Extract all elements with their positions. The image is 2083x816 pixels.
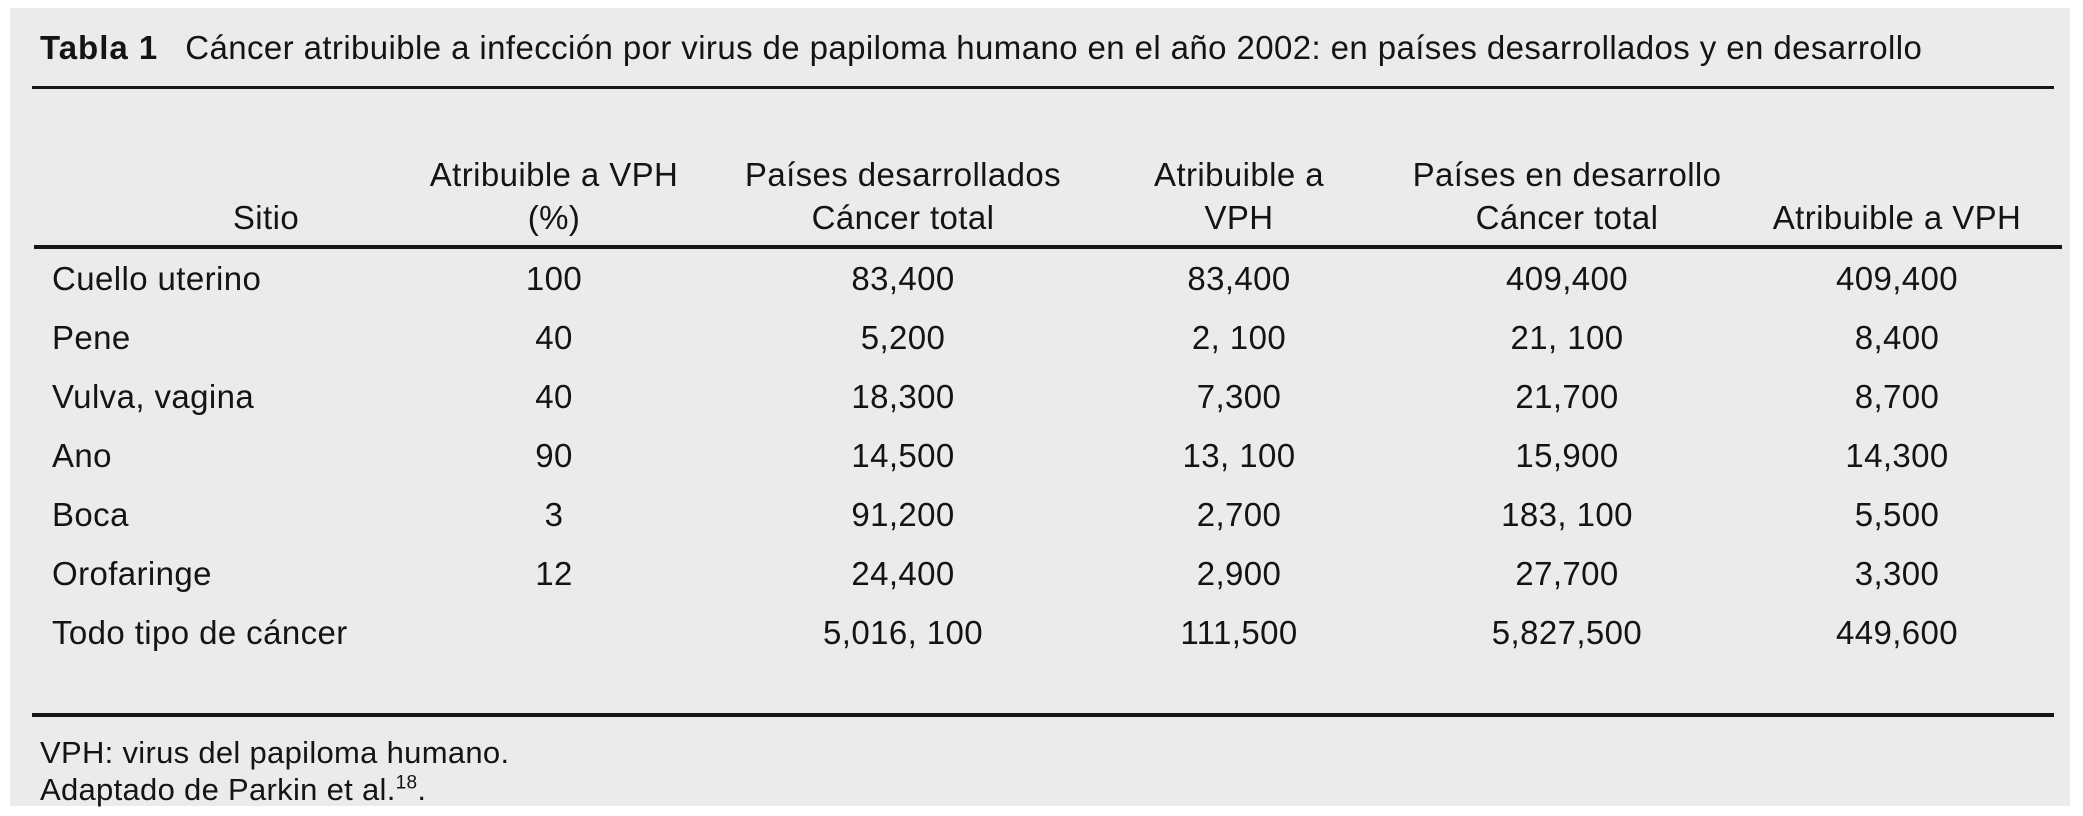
table-cell: 2,700: [1196, 495, 1282, 533]
table-cell: 409,400: [1835, 259, 1959, 297]
col-header-desarrollo-total: Países en desarrollo Cáncer total: [1402, 103, 1732, 249]
footnote-abbreviation: VPH: virus del papiloma humano.: [40, 735, 510, 770]
col-header-desarrollo-vph: Atribuible a VPH: [1732, 103, 2062, 249]
col-header-sitio: Sitio: [34, 103, 378, 249]
table-cell: 21,700: [1515, 377, 1619, 415]
col-header-line: Atribuible a VPH: [429, 156, 679, 193]
footer-divider: [32, 713, 2054, 717]
table-cell: 14,500: [851, 436, 955, 474]
col-header-line: Atribuible a: [1154, 156, 1324, 193]
table-cell: 409,400: [1505, 259, 1629, 297]
table-cell: 100: [525, 259, 583, 297]
col-header-line: Sitio: [232, 199, 300, 236]
col-header-atribuible-pct: Atribuible a VPH (%): [378, 103, 730, 249]
table-cell: 91,200: [851, 495, 955, 533]
col-header-desarrollados-total: Países desarrollados Cáncer total: [730, 103, 1076, 249]
col-header-line: Cáncer total: [811, 199, 995, 236]
table-cell: 24,400: [851, 554, 955, 592]
table-cell: 40: [535, 377, 573, 415]
table-cell: 14,300: [1845, 436, 1949, 474]
table-cell: 83,400: [851, 259, 955, 297]
site-cell: Ano: [52, 436, 112, 474]
table-cell: 183, 100: [1501, 495, 1633, 533]
table-cell: 5,827,500: [1491, 613, 1643, 651]
table-cell: 13, 100: [1182, 436, 1296, 474]
table-row: Pene 40 5,200 2, 100 21, 100 8,400: [34, 308, 2062, 367]
col-header-line: Países en desarrollo: [1412, 156, 1722, 193]
footnote-source: Adaptado de Parkin et al.18.: [40, 771, 509, 808]
footnote-source-period: .: [417, 772, 427, 807]
table-cell: 5,016, 100: [823, 613, 983, 651]
footnotes: VPH: virus del papiloma humano. Adaptado…: [40, 734, 509, 808]
caption-divider: [32, 86, 2054, 89]
table-title: Cáncer atribuible a infección por virus …: [185, 29, 1923, 66]
col-header-line: (%): [527, 199, 581, 236]
table-label: Tabla 1: [40, 29, 159, 66]
table-cell: 83,400: [1187, 259, 1291, 297]
table-cell: 2, 100: [1191, 318, 1287, 356]
table-cell: 2,900: [1196, 554, 1282, 592]
table-cell: 3: [544, 495, 564, 533]
table-panel: Tabla 1 Cáncer atribuible a infección por…: [10, 8, 2070, 808]
col-header-line: VPH: [1204, 199, 1274, 236]
table-cell: 18,300: [851, 377, 955, 415]
site-cell: Orofaringe: [52, 554, 212, 592]
table-cell: 8,400: [1854, 318, 1940, 356]
table-cell: 40: [535, 318, 573, 356]
table-cell: 3,300: [1854, 554, 1940, 592]
site-cell: Cuello uterino: [52, 259, 262, 297]
table-cell: 12: [535, 554, 573, 592]
table-row: Todo tipo de cáncer 5,016, 100 111,500 5…: [34, 603, 2062, 662]
col-header-line: Atribuible a VPH: [1772, 199, 2022, 236]
table-cell: 111,500: [1180, 613, 1298, 651]
table-header: Sitio Atribuible a VPH (%) Países desarr…: [34, 103, 2062, 249]
site-cell: Boca: [52, 495, 129, 533]
data-table: Sitio Atribuible a VPH (%) Países desarr…: [34, 103, 2062, 662]
col-header-line: Cáncer total: [1475, 199, 1659, 236]
table-cell: 21, 100: [1510, 318, 1624, 356]
table-row: Ano 90 14,500 13, 100 15,900 14,300: [34, 426, 2062, 485]
table-row: Boca 3 91,200 2,700 183, 100 5,500: [34, 485, 2062, 544]
table-cell: 7,300: [1196, 377, 1282, 415]
col-header-line: Países desarrollados: [744, 156, 1062, 193]
table-caption: Tabla 1 Cáncer atribuible a infección por…: [40, 28, 2050, 68]
table-cell: 15,900: [1515, 436, 1619, 474]
site-cell: Todo tipo de cáncer: [52, 613, 348, 651]
header-row: Sitio Atribuible a VPH (%) Países desarr…: [34, 103, 2062, 249]
table-row: Vulva, vagina 40 18,300 7,300 21,700 8,7…: [34, 367, 2062, 426]
table-cell: 8,700: [1854, 377, 1940, 415]
footnote-source-text: Adaptado de Parkin et al.: [40, 772, 396, 807]
table-cell: 27,700: [1515, 554, 1619, 592]
table-body: Cuello uterino 100 83,400 83,400 409,400…: [34, 247, 2062, 662]
table-cell: 5,500: [1854, 495, 1940, 533]
footnote-reference-number: 18: [395, 772, 418, 794]
site-cell: Pene: [52, 318, 131, 356]
site-cell: Vulva, vagina: [52, 377, 255, 415]
table-cell: [378, 603, 730, 662]
table-cell: 90: [535, 436, 573, 474]
table-cell: 449,600: [1835, 613, 1959, 651]
col-header-desarrollados-vph: Atribuible a VPH: [1076, 103, 1402, 249]
table-cell: 5,200: [860, 318, 946, 356]
table-row: Orofaringe 12 24,400 2,900 27,700 3,300: [34, 544, 2062, 603]
table-row: Cuello uterino 100 83,400 83,400 409,400…: [34, 247, 2062, 308]
